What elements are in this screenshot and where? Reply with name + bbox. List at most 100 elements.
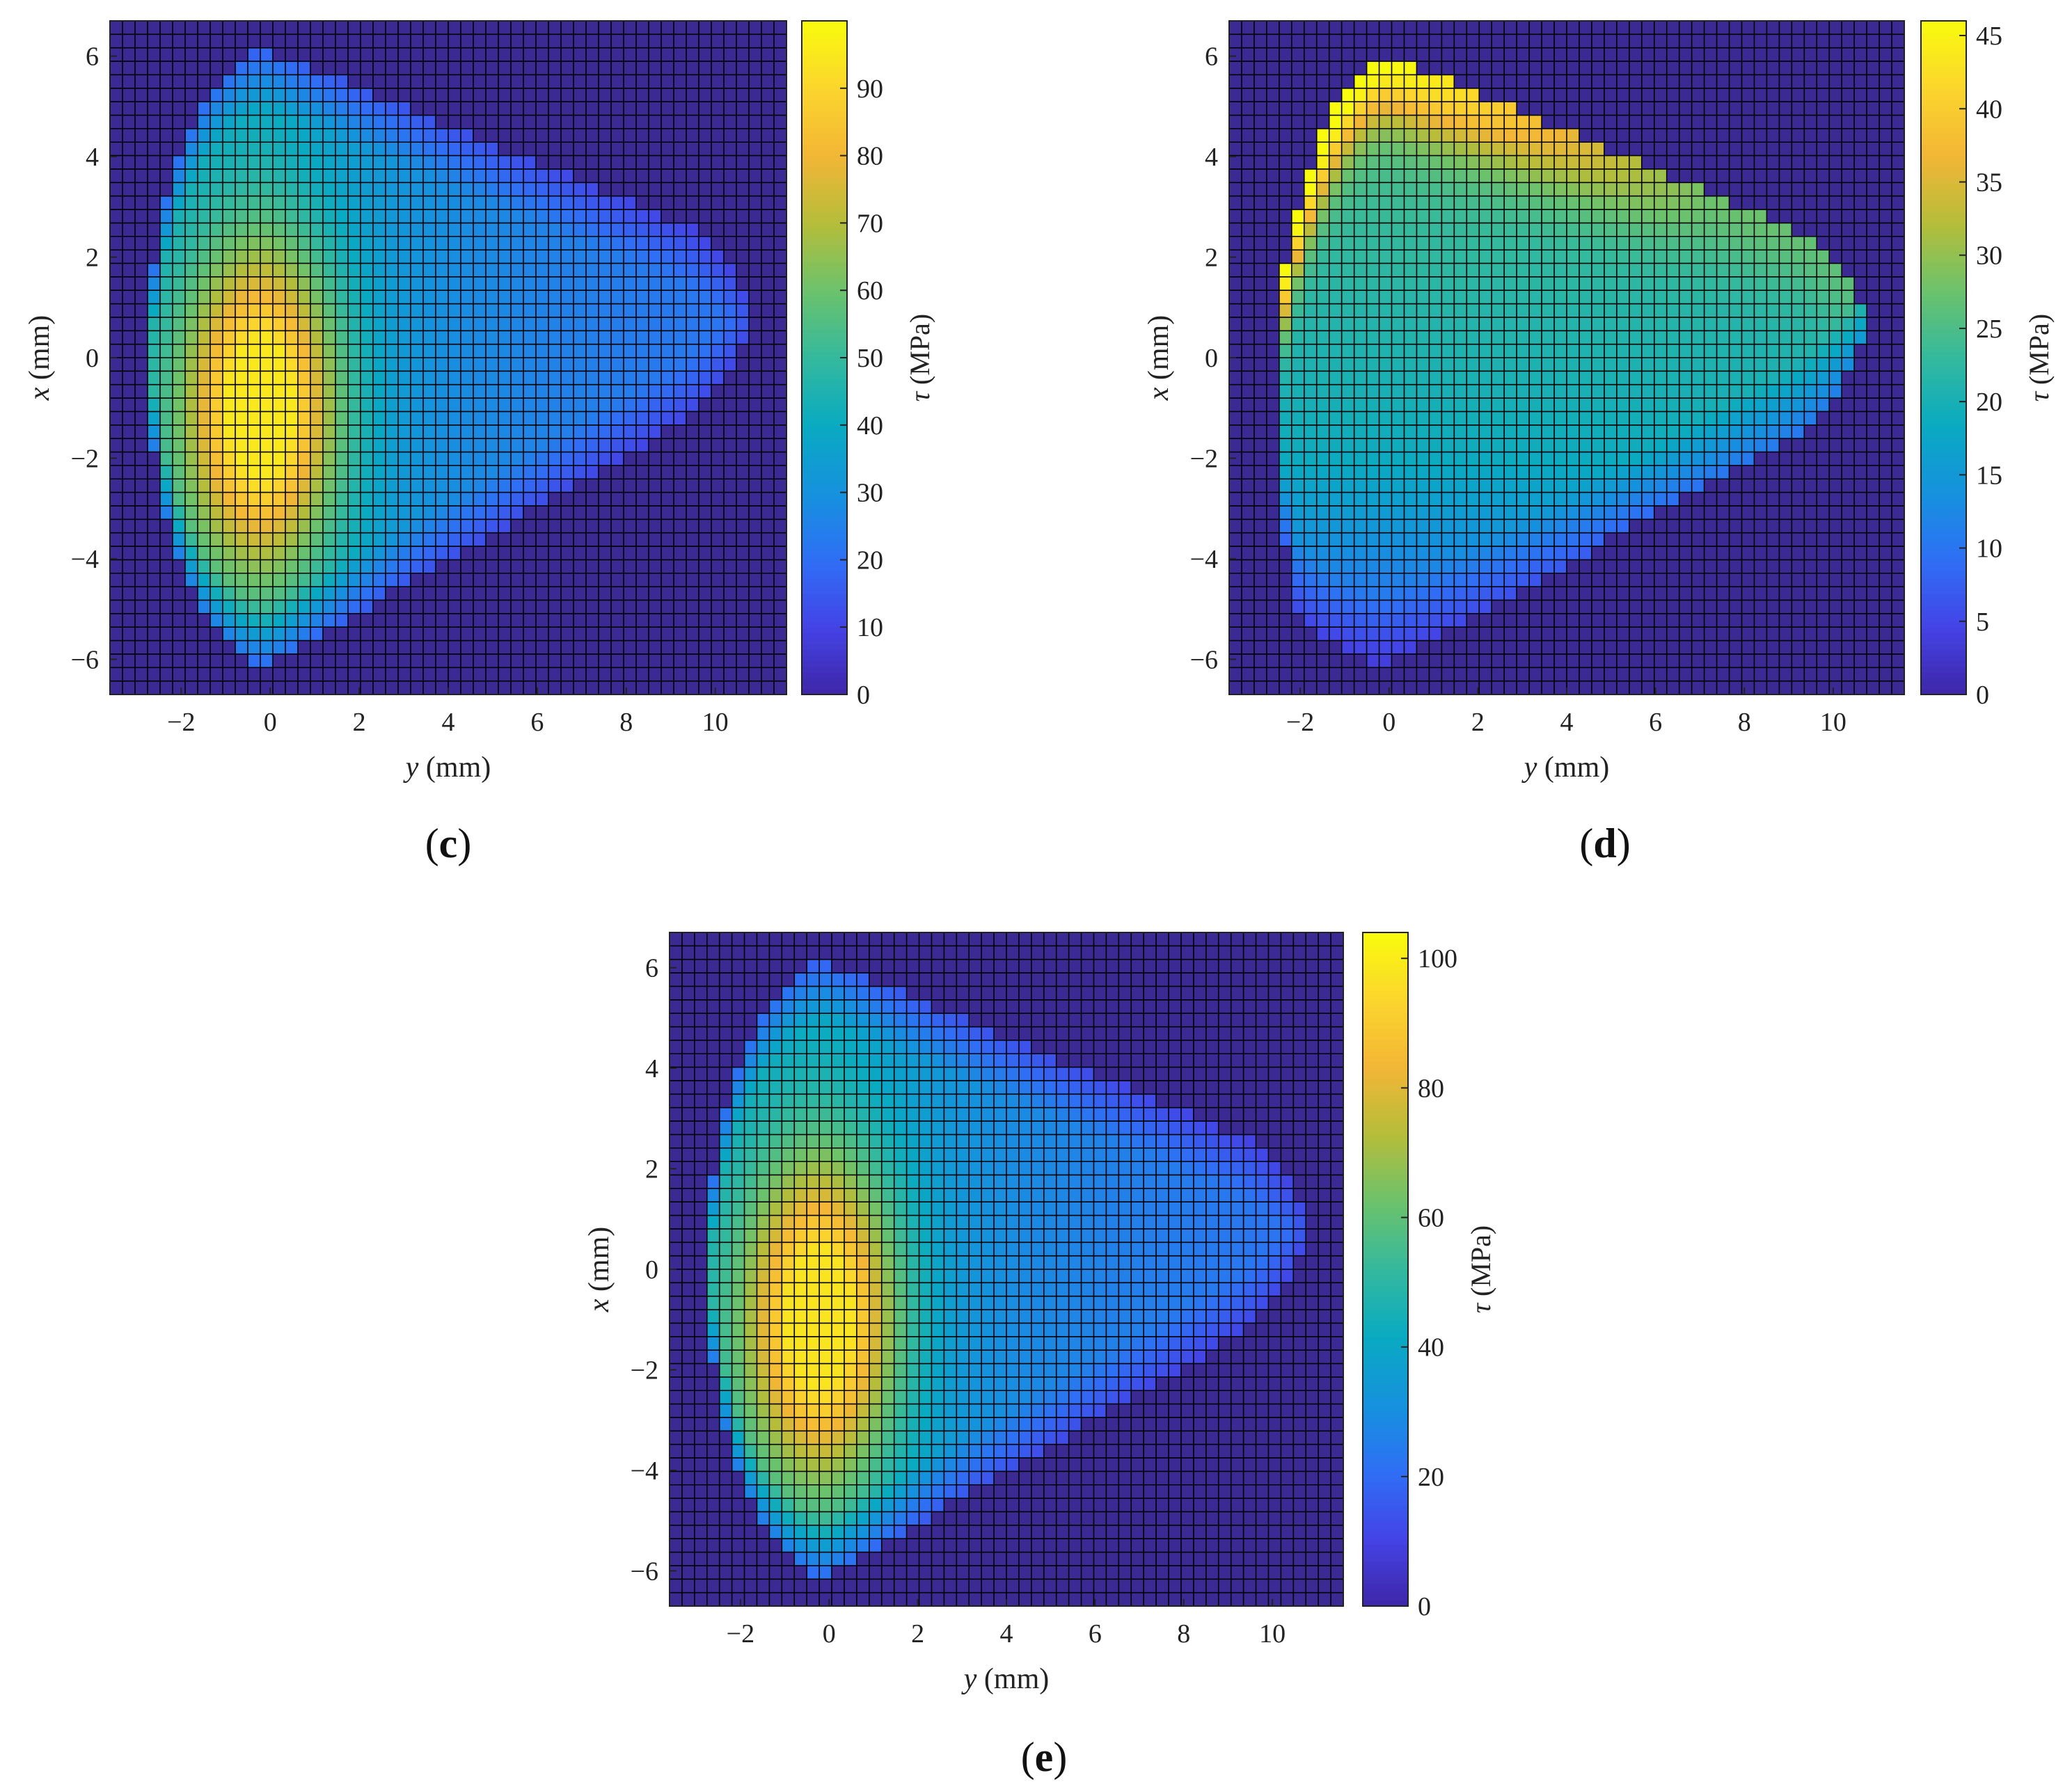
heatmap-cell xyxy=(310,290,324,304)
heatmap-cell xyxy=(373,519,386,534)
heatmap-cell xyxy=(110,587,123,601)
heatmap-cell xyxy=(248,196,261,210)
heatmap-cell xyxy=(636,559,649,574)
heatmap-cell xyxy=(761,74,775,89)
heatmap-cell xyxy=(711,371,725,386)
heatmap-cell xyxy=(774,61,787,75)
heatmap-cell xyxy=(1554,303,1567,318)
heatmap-cell xyxy=(624,398,637,412)
heatmap-cell xyxy=(110,236,123,251)
heatmap-cell xyxy=(1529,250,1542,264)
heatmap-cell xyxy=(523,47,537,62)
heatmap-cell xyxy=(160,371,173,386)
heatmap-cell xyxy=(110,74,123,89)
heatmap-cell xyxy=(1704,74,1717,89)
heatmap-cell xyxy=(574,290,587,304)
heatmap-cell xyxy=(1817,303,1830,318)
heatmap-cell xyxy=(436,317,449,331)
heatmap-cell xyxy=(1867,317,1880,331)
heatmap-cell xyxy=(210,115,223,129)
heatmap-cell xyxy=(1804,74,1817,89)
heatmap-cell xyxy=(699,331,712,345)
heatmap-cell xyxy=(624,424,637,439)
heatmap-cell xyxy=(699,559,712,574)
heatmap-cell xyxy=(486,600,499,614)
heatmap-cell xyxy=(1529,47,1542,62)
heatmap-cell xyxy=(148,223,161,237)
heatmap-cell xyxy=(198,182,211,197)
heatmap-cell xyxy=(1391,384,1405,399)
heatmap-cell xyxy=(1691,505,1705,520)
heatmap-cell xyxy=(1854,168,1867,183)
heatmap-cell xyxy=(1716,331,1730,345)
heatmap-cell xyxy=(1729,209,1742,223)
heatmap-cell xyxy=(649,465,662,479)
heatmap-cell xyxy=(1291,47,1305,62)
heatmap-cell xyxy=(361,465,374,479)
heatmap-cell xyxy=(1716,276,1730,291)
heatmap-cell xyxy=(1454,128,1467,143)
heatmap-cell xyxy=(511,505,524,520)
heatmap-cell xyxy=(1441,155,1455,170)
heatmap-cell xyxy=(423,398,436,412)
heatmap-cell xyxy=(160,21,173,35)
heatmap-cell xyxy=(1429,236,1442,251)
heatmap-cell xyxy=(498,452,512,466)
heatmap-cell xyxy=(611,438,624,452)
heatmap-cell xyxy=(774,411,787,426)
heatmap-cell xyxy=(486,317,499,331)
heatmap-cell xyxy=(1579,424,1592,439)
heatmap-cell xyxy=(398,47,411,62)
heatmap-cell xyxy=(148,196,161,210)
heatmap-cell xyxy=(486,102,499,116)
heatmap-cell xyxy=(1704,479,1717,493)
heatmap-cell xyxy=(1591,344,1605,358)
heatmap-cell xyxy=(1654,276,1668,291)
heatmap-cell xyxy=(1817,115,1830,129)
heatmap-cell xyxy=(223,168,236,183)
heatmap-cell xyxy=(1304,411,1318,426)
heatmap-cell xyxy=(1766,142,1780,156)
heatmap-cell xyxy=(223,479,236,493)
heatmap-cell xyxy=(148,182,161,197)
heatmap-cell xyxy=(548,290,562,304)
heatmap-cell xyxy=(774,358,787,372)
colorbar-segment xyxy=(802,200,847,207)
heatmap-cell xyxy=(1616,452,1630,466)
heatmap-cell xyxy=(511,61,524,75)
heatmap-cell xyxy=(235,142,248,156)
heatmap-cell xyxy=(110,358,123,372)
heatmap-cell xyxy=(135,21,148,35)
heatmap-cell xyxy=(486,371,499,386)
heatmap-cell xyxy=(1304,303,1318,318)
heatmap-cell xyxy=(1679,128,1693,143)
heatmap-cell xyxy=(348,465,361,479)
heatmap-cell xyxy=(386,411,399,426)
heatmap-cell xyxy=(686,168,699,183)
heatmap-cell xyxy=(198,532,211,547)
heatmap-cell xyxy=(1454,168,1467,183)
heatmap-cell xyxy=(511,479,524,493)
heatmap-cell xyxy=(461,371,474,386)
heatmap-cell xyxy=(1704,465,1717,479)
heatmap-cell xyxy=(686,303,699,318)
heatmap-cell xyxy=(310,196,324,210)
heatmap-cell xyxy=(1304,102,1318,116)
heatmap-cell xyxy=(586,34,599,49)
heatmap-cell xyxy=(1517,358,1530,372)
heatmap-cell xyxy=(1716,102,1730,116)
heatmap-cell xyxy=(1479,344,1492,358)
heatmap-cell xyxy=(1842,209,1855,223)
heatmap-cell xyxy=(1654,371,1668,386)
heatmap-cell xyxy=(498,559,512,574)
heatmap-cell xyxy=(1716,250,1730,264)
heatmap-cell xyxy=(185,479,198,493)
heatmap-cell xyxy=(411,640,424,655)
heatmap-cell xyxy=(498,587,512,601)
heatmap-cell xyxy=(361,505,374,520)
heatmap-cell xyxy=(1454,34,1467,49)
heatmap-cell xyxy=(285,290,299,304)
heatmap-cell xyxy=(298,479,311,493)
heatmap-cell xyxy=(1779,115,1792,129)
heatmap-cell xyxy=(348,155,361,170)
